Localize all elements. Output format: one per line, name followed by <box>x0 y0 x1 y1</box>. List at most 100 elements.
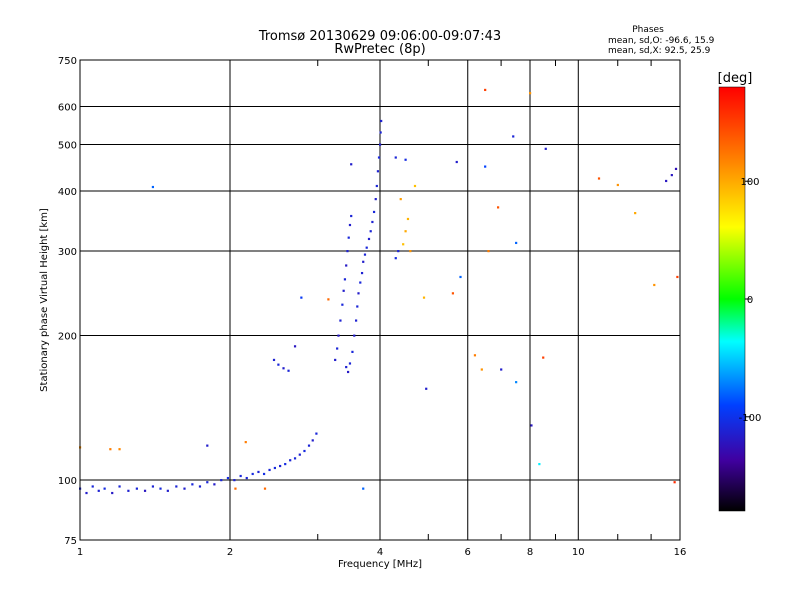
data-point <box>542 356 545 359</box>
data-point <box>239 474 242 478</box>
data-point <box>226 476 230 480</box>
data-point <box>273 466 276 470</box>
data-point <box>191 483 194 486</box>
data-point <box>279 464 282 468</box>
y-tick-label: 200 <box>58 332 77 343</box>
data-point <box>85 491 88 495</box>
data-point <box>336 347 339 350</box>
plot-frame <box>79 59 681 541</box>
data-point <box>334 358 337 362</box>
data-point <box>404 230 407 233</box>
data-point <box>653 283 656 287</box>
data-point <box>118 485 121 488</box>
data-point <box>342 289 345 292</box>
data-point <box>244 441 247 444</box>
data-point <box>379 131 382 134</box>
phase-stats-x: mean, sd,X: 92.5, 25.9 <box>608 46 711 56</box>
data-point <box>263 487 267 490</box>
data-point <box>166 489 169 492</box>
data-point <box>404 158 407 161</box>
x-tick-label: 2 <box>227 547 233 558</box>
data-point <box>354 319 358 322</box>
data-point <box>455 160 458 164</box>
data-point <box>484 88 487 92</box>
data-point <box>362 487 365 490</box>
x-tick-label: 10 <box>572 547 585 558</box>
data-point <box>345 365 348 369</box>
data-point <box>371 220 374 224</box>
data-point <box>175 485 178 488</box>
data-point <box>103 487 106 490</box>
data-point <box>311 439 314 442</box>
data-point <box>151 185 155 189</box>
data-point <box>538 462 541 466</box>
data-point <box>515 381 518 384</box>
y-tick-label: 500 <box>58 141 77 152</box>
data-point <box>376 170 380 173</box>
phase-stats-heading: Phases <box>632 25 664 35</box>
data-point <box>363 253 367 256</box>
y-tick-label: 100 <box>58 476 77 487</box>
data-point <box>409 250 412 253</box>
data-point <box>293 345 297 348</box>
data-point <box>284 462 287 466</box>
data-point <box>348 362 352 365</box>
x-tick-label: 8 <box>527 547 533 558</box>
data-point <box>356 305 359 308</box>
colorbar-tick-label: -100 <box>739 413 762 424</box>
data-point <box>515 241 518 245</box>
data-point <box>484 165 487 168</box>
data-point <box>360 271 364 275</box>
colorbar-tick-label: 100 <box>740 177 759 188</box>
data-point <box>282 367 285 370</box>
data-point <box>206 481 209 484</box>
data-point <box>337 334 340 337</box>
data-point <box>487 250 490 253</box>
data-point <box>402 243 405 246</box>
data-point <box>303 449 306 453</box>
data-point <box>91 485 94 488</box>
data-point <box>413 184 417 188</box>
chart-subtitle: RwPretec (8p) <box>334 42 425 57</box>
data-point <box>262 472 266 476</box>
data-point <box>665 179 668 183</box>
data-point <box>544 147 547 150</box>
data-point <box>379 143 382 146</box>
data-point <box>198 485 202 488</box>
phase-stats-o: mean, sd,O: -96.6, 15.9 <box>608 36 715 46</box>
data-point <box>127 489 130 492</box>
data-point <box>97 489 100 492</box>
data-point <box>350 214 353 218</box>
data-point <box>109 448 112 451</box>
data-point <box>375 184 378 188</box>
data-point <box>293 457 297 460</box>
data-point <box>394 257 397 260</box>
colorbar-label: [deg] <box>718 71 753 86</box>
data-point <box>339 319 342 322</box>
data-point <box>397 250 400 253</box>
data-point <box>359 281 362 284</box>
colorbar-tick-label: 0 <box>747 295 753 306</box>
colorbar <box>718 86 746 512</box>
data-point <box>143 489 147 492</box>
data-point <box>307 444 311 447</box>
data-point <box>529 92 532 95</box>
data-point <box>380 119 383 123</box>
data-point <box>348 223 352 227</box>
data-point <box>351 350 354 353</box>
x-tick-label: 16 <box>674 547 687 558</box>
y-tick-label: 75 <box>64 536 77 547</box>
data-point <box>357 292 360 295</box>
y-tick-label: 300 <box>58 247 77 258</box>
data-point <box>353 334 356 337</box>
y-axis-label: Stationary phase Virtual Height [km] <box>39 208 50 392</box>
data-point <box>118 448 121 451</box>
data-point <box>377 156 381 159</box>
y-tick-label: 400 <box>58 187 77 198</box>
x-tick-label: 1 <box>77 547 83 558</box>
data-point <box>111 491 114 495</box>
data-point <box>394 156 397 159</box>
x-axis-label: Frequency [MHz] <box>338 559 422 570</box>
data-point <box>206 444 209 447</box>
y-tick-label: 750 <box>58 56 77 67</box>
